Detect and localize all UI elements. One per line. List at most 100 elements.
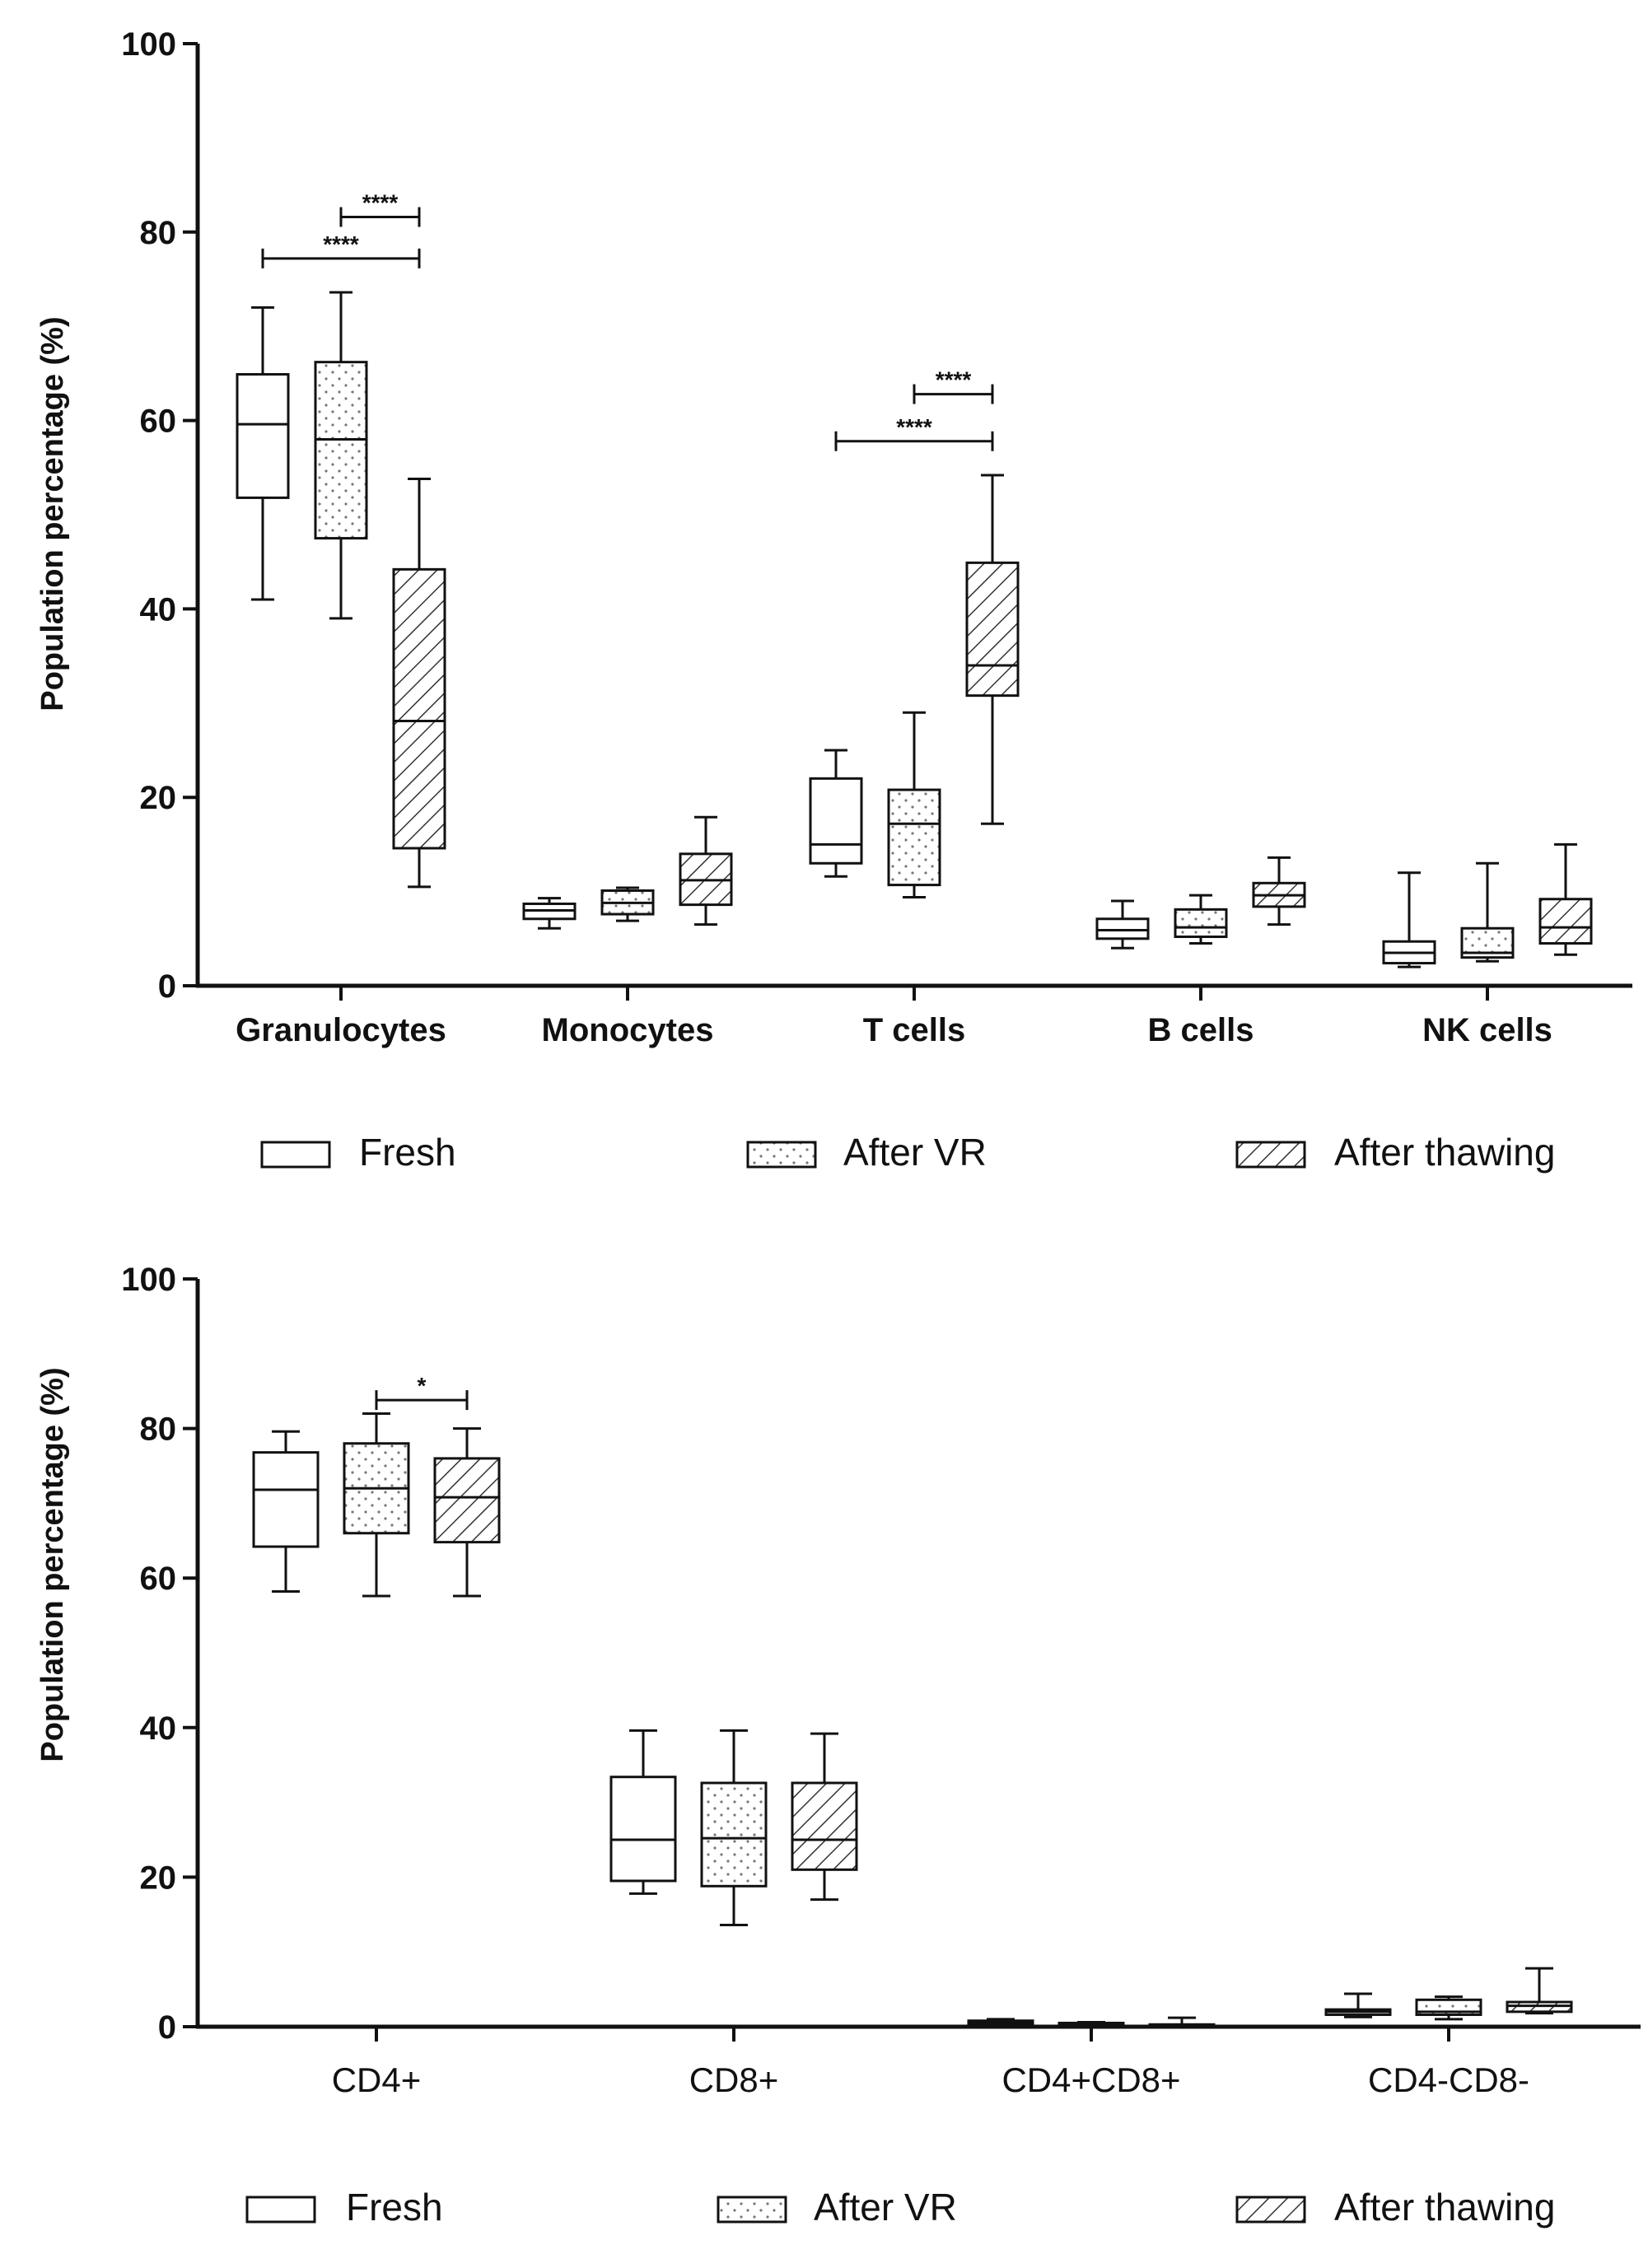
chart-1-box-fresh [1095,899,1150,950]
box-iqr [809,777,863,865]
chart-1-y-tick-label: 80 [140,215,177,251]
chart-1-y-tick-label: 0 [158,968,176,1005]
box-iqr [1095,917,1150,940]
chart-2-y-tick-label: 40 [140,1710,177,1747]
box-iqr [433,1457,501,1544]
box-iqr [700,1781,768,1888]
chart-1-box-after-vr [600,886,655,922]
chart-2-x-tick-label: CD4-CD8- [1368,2060,1529,2099]
significance-label: **** [323,231,359,257]
chart-1-legend-item: After thawing [1235,1131,1555,1174]
chart-1-y-tick-label: 40 [140,591,177,628]
chart-1-box-after-vr [1174,894,1228,945]
chart-1-box-after-vr [314,291,368,620]
chart-1-box-fresh [1382,871,1436,968]
chart-1-y-ticks: 0 20 40 60 80 100 [121,26,198,1005]
box-iqr [252,1451,320,1548]
t-cell-subsets-chart: 0 20 40 60 80 100 Population percentage (%) C… [35,1262,1641,2228]
chart-1-box-fresh [809,749,863,878]
box-iqr [791,1781,858,1871]
chart-1-box-after-thawing [679,815,733,926]
box-iqr [965,561,1020,698]
box-iqr [314,361,368,540]
chart-2-x-tick-label: CD4+ [332,2060,422,2099]
chart-1-significance: **************** [261,189,994,451]
chart-1-y-axis-title: Population percentage (%) [35,316,70,711]
chart-1-x-ticks: Granulocytes Monocytes T cells B cells NK ce… [236,986,1552,1048]
chart-1-box-after-vr [887,711,941,898]
chart-2-legend-item: Fresh [245,2186,443,2228]
legend-label: Fresh [346,2186,443,2228]
chart-1-y-tick-label: 20 [140,780,177,816]
chart-2-y-tick-label: 60 [140,1561,177,1597]
chart-2-legend-item: After thawing [1235,2186,1555,2228]
chart-1-box-fresh [236,306,290,601]
chart-2-y-tick-label: 80 [140,1412,177,1448]
legend-label: Fresh [359,1131,456,1174]
chart-2-boxes [252,1412,1573,2028]
box-iqr [609,1776,677,1883]
chart-2-x-tick-label: CD8+ [689,2060,779,2099]
chart-1-legend-item: After VR [746,1131,987,1174]
chart-2-y-tick-label: 100 [121,1262,176,1298]
legend-swatch [717,2196,787,2224]
chart-2-box-after-vr [1415,1995,1482,2021]
significance-label: **** [896,414,932,440]
chart-1-significance-bracket: **** [834,414,994,451]
chart-1-x-tick-label: B cells [1148,1012,1254,1048]
cell-populations-chart: 0 20 40 60 80 100 Population percentage (%) G… [35,26,1632,1174]
chart-2-y-tick-label: 20 [140,1860,177,1896]
box-iqr [1174,908,1228,939]
chart-2-significance-bracket: * [375,1373,469,1411]
significance-label: **** [936,367,972,393]
chart-1-significance-bracket: **** [913,367,994,404]
chart-1-box-after-thawing [392,478,446,889]
legend-label: After VR [814,2186,957,2228]
chart-1-box-fresh [522,897,577,930]
chart-2-x-tick-label: CD4+CD8+ [1001,2060,1180,2099]
chart-2-legend-item: After VR [717,2186,957,2228]
chart-1-y-tick-label: 100 [121,26,176,63]
legend-label: After thawing [1334,2186,1555,2228]
chart-2-y-tick-label: 0 [158,2009,176,2046]
legend-swatch [746,1141,817,1169]
legend-label: After thawing [1334,1131,1555,1174]
chart-1-significance-bracket: **** [339,189,421,227]
chart-2-box-after-vr [700,1729,768,1927]
chart-1-box-after-vr [1460,861,1515,963]
legend-swatch [245,2196,316,2224]
significance-label: **** [362,189,399,215]
box-iqr [1538,898,1593,945]
legend-swatch [1235,1141,1306,1169]
chart-1-legend: Fresh After VR After thawing [260,1131,1555,1174]
chart-2-box-fresh [252,1430,320,1594]
chart-1-x-tick-label: T cells [863,1012,966,1048]
chart-1-y-tick-label: 60 [140,404,177,440]
chart-1-x-tick-label: Monocytes [542,1012,714,1048]
chart-2-box-after-thawing [1506,1967,1573,2015]
chart-2-significance: * [375,1373,469,1411]
box-iqr [236,373,290,499]
chart-1-x-tick-label: Granulocytes [236,1012,446,1048]
chart-1-boxes [236,291,1593,968]
chart-2-box-fresh [609,1729,677,1895]
chart-1-legend-item: Fresh [260,1131,456,1174]
chart-1-box-after-thawing [965,474,1020,825]
legend-label: After VR [843,1131,987,1174]
chart-2-box-after-vr [343,1412,410,1598]
chart-2-legend: Fresh After VR After thawing [245,2186,1555,2228]
significance-label: * [418,1373,427,1398]
chart-2-box-after-thawing [433,1427,501,1598]
box-iqr [392,567,446,850]
chart-2-box-after-thawing [1148,2016,1216,2028]
legend-swatch [1235,2196,1306,2224]
chart-1-significance-bracket: **** [261,231,421,268]
chart-2-y-axis-title: Population percentage (%) [35,1367,70,1762]
chart-2-y-ticks: 0 20 40 60 80 100 [121,1262,198,2046]
chart-2-box-after-thawing [791,1732,858,1902]
chart-2-box-after-vr [1057,2021,1125,2028]
chart-1-box-after-thawing [1252,856,1306,926]
box-iqr [887,788,941,887]
chart-2-axes [195,1279,1641,2029]
